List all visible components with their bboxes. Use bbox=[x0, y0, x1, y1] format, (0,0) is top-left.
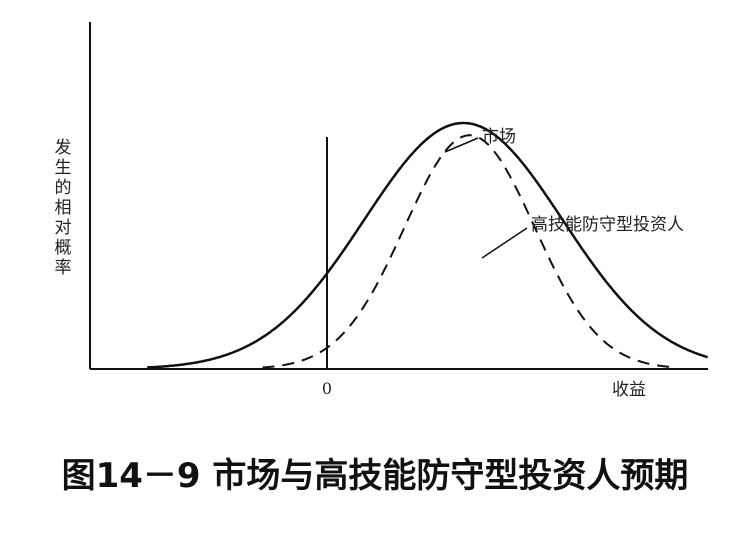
market-series-label: 市场 bbox=[482, 127, 516, 147]
market-label-leader bbox=[444, 137, 479, 153]
figure-caption: 图14－9 市场与高技能防守型投资人预期 bbox=[61, 456, 689, 496]
x-tick-label-0: 0 bbox=[322, 379, 332, 398]
investor-label-leader bbox=[481, 227, 528, 259]
x-axis-label: 收益 bbox=[612, 380, 646, 400]
y-axis-label: 发生的相对概率 bbox=[54, 138, 72, 278]
chart: 0 收益 市场 高技能防守型投资人 bbox=[89, 22, 708, 400]
investor-series-label: 高技能防守型投资人 bbox=[531, 215, 684, 235]
defensive-investor-curve bbox=[262, 134, 677, 369]
market-curve bbox=[147, 121, 708, 369]
